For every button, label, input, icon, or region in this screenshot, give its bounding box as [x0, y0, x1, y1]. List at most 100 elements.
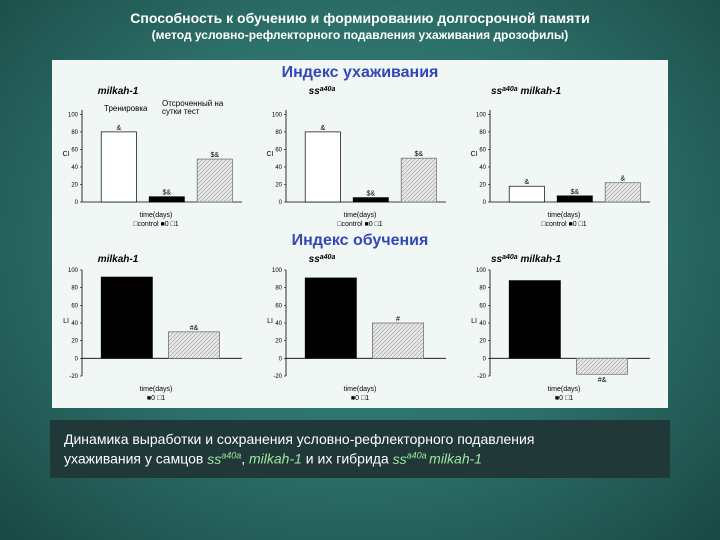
svg-text:-20: -20 [273, 374, 282, 380]
svg-text:&: & [116, 125, 121, 132]
svg-text:100: 100 [68, 268, 79, 274]
svg-text:20: 20 [479, 182, 486, 188]
bottom-panel-wrap-2: ssa40a milkah-1 -20020406080100#&LI time… [466, 250, 662, 402]
top-panel-1: 020406080100&$&$&CI [262, 96, 450, 212]
svg-text:LI: LI [267, 318, 273, 325]
svg-text:40: 40 [479, 321, 486, 327]
top-panel-wrap-1: ssa40a 020406080100&$&$&CI time(days) □c… [262, 82, 458, 228]
svg-text:CI: CI [63, 151, 70, 158]
svg-text:ssa40a milkah-1: ssa40a milkah-1 [491, 86, 561, 96]
caption-line2-start: ухаживания у самцов [64, 451, 207, 467]
svg-text:60: 60 [479, 303, 486, 309]
svg-text:100: 100 [272, 268, 283, 274]
svg-text:#&: #& [190, 325, 199, 332]
bottom-panel-0: -20020406080100#&LI [58, 264, 246, 386]
xlabel: time(days) [262, 212, 458, 219]
svg-text:LI: LI [471, 318, 477, 325]
svg-text:milkah-1: milkah-1 [98, 86, 139, 96]
svg-text:60: 60 [479, 147, 486, 153]
svg-text:60: 60 [71, 303, 78, 309]
legend-top: □control ■0 □1 [466, 221, 662, 228]
bottom-panel-wrap-0: milkah-1 -20020406080100#&LI time(days) … [58, 250, 254, 402]
caption: Динамика выработки и сохранения условно-… [50, 420, 670, 478]
svg-text:100: 100 [476, 268, 487, 274]
svg-text:40: 40 [275, 165, 282, 171]
legend-top: □control ■0 □1 [262, 221, 458, 228]
svg-text:40: 40 [71, 321, 78, 327]
panel-title: ssa40a milkah-1 [466, 252, 662, 264]
svg-text:$&: $& [415, 151, 424, 158]
svg-text:40: 40 [275, 321, 282, 327]
xlabel: time(days) [58, 386, 254, 393]
svg-text:ssa40a: ssa40a [309, 254, 336, 264]
caption-line1: Динамика выработки и сохранения условно-… [64, 431, 534, 447]
svg-text:100: 100 [68, 112, 79, 118]
svg-text:40: 40 [71, 165, 78, 171]
bottom-panel-wrap-1: ssa40a -20020406080100#LI time(days) ■0 … [262, 250, 458, 402]
svg-text:20: 20 [479, 339, 486, 345]
svg-text:60: 60 [71, 147, 78, 153]
svg-text:CI: CI [267, 151, 274, 158]
svg-text:0: 0 [279, 356, 283, 362]
svg-text:$&: $& [211, 152, 220, 159]
svg-text:40: 40 [479, 165, 486, 171]
svg-text:0: 0 [483, 356, 487, 362]
gene2: milkah-1 [249, 451, 302, 467]
panel-title: ssa40a milkah-1 [466, 84, 662, 96]
svg-text:60: 60 [275, 303, 282, 309]
top-panel-wrap-2: ssa40a milkah-1 020406080100&$&&CI time(… [466, 82, 662, 228]
top-panel-wrap-0: milkah-1 Тренировка Отсроченный на сутки… [58, 82, 254, 228]
panel-title: milkah-1 [58, 252, 254, 264]
svg-text:#&: #& [598, 377, 607, 384]
main-title: Способность к обучению и формированию до… [0, 0, 720, 26]
svg-text:80: 80 [275, 286, 282, 292]
svg-text:ssa40a milkah-1: ssa40a milkah-1 [491, 254, 561, 264]
svg-text:$&: $& [571, 189, 580, 196]
svg-text:20: 20 [71, 339, 78, 345]
panel-title: milkah-1 [58, 84, 254, 96]
svg-text:CI: CI [471, 151, 478, 158]
gene1: ssa40a [207, 451, 241, 467]
svg-text:80: 80 [71, 286, 78, 292]
svg-text:20: 20 [275, 339, 282, 345]
svg-text:&: & [320, 125, 325, 132]
panel-title: ssa40a [262, 84, 458, 96]
legend-bottom: ■0 □1 [58, 395, 254, 402]
annot-test: Отсроченный на сутки тест [162, 100, 232, 116]
svg-text:100: 100 [272, 112, 283, 118]
top-row: milkah-1 Тренировка Отсроченный на сутки… [58, 82, 662, 228]
section1-title: Индекс ухаживания [58, 64, 662, 82]
bottom-panel-2: -20 0 20 40 60 80 100 #& LI [466, 264, 654, 386]
svg-text:80: 80 [275, 130, 282, 136]
svg-text:-20: -20 [69, 374, 78, 380]
chart-container: Индекс ухаживания milkah-1 Тренировка От… [52, 60, 668, 408]
svg-text:80: 80 [71, 130, 78, 136]
svg-text:20: 20 [71, 182, 78, 188]
svg-text:60: 60 [275, 147, 282, 153]
legend-bottom: ■0 □1 [466, 395, 662, 402]
gene3: ssa40a [393, 451, 430, 467]
svg-text:&: & [524, 179, 529, 186]
svg-text:ssa40a: ssa40a [309, 86, 336, 96]
svg-text:20: 20 [275, 182, 282, 188]
svg-text:0: 0 [75, 200, 79, 206]
xlabel: time(days) [466, 212, 662, 219]
svg-text:80: 80 [479, 130, 486, 136]
section2-title: Индекс обучения [58, 232, 662, 250]
svg-text:LI: LI [63, 318, 69, 325]
svg-text:$&: $& [163, 190, 172, 197]
top-panel-2: 020406080100&$&&CI [466, 96, 654, 212]
gene4: milkah-1 [429, 451, 482, 467]
bottom-panel-1: -20 0 20 40 60 80 100 # LI [262, 264, 450, 386]
annot-train: Тренировка [104, 104, 148, 113]
svg-text:#: # [396, 316, 400, 323]
legend-top: □control ■0 □1 [58, 221, 254, 228]
svg-text:-20: -20 [477, 374, 486, 380]
panel-title: ssa40a [262, 252, 458, 264]
svg-text:80: 80 [479, 286, 486, 292]
legend-bottom: ■0 □1 [262, 395, 458, 402]
xlabel: time(days) [58, 212, 254, 219]
svg-text:milkah-1: milkah-1 [98, 254, 139, 264]
svg-text:$&: $& [367, 191, 376, 198]
bottom-row: milkah-1 -20020406080100#&LI time(days) … [58, 250, 662, 402]
